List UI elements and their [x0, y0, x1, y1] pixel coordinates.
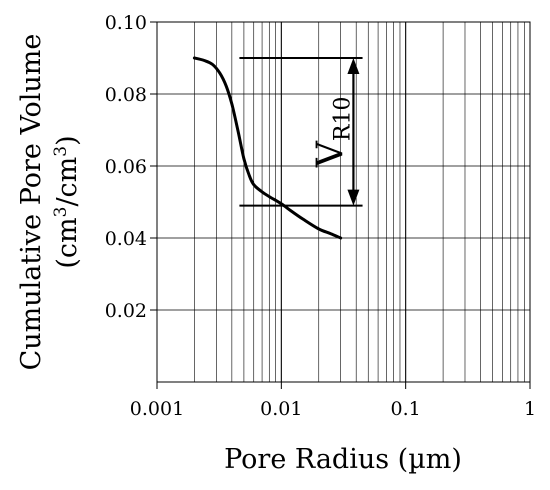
x-tick-label: 0.01: [260, 398, 302, 420]
x-axis-title: Pore Radius (µm): [224, 444, 462, 475]
y-tick-label: 0.08: [105, 84, 147, 106]
y-axis-title: Cumulative Pore Volume (cm3/cm3): [16, 34, 83, 371]
y-axis-title-line2: (cm3/cm3): [51, 135, 83, 268]
vr10-arrow-up-head: [347, 58, 360, 74]
x-tick-labels: 0.001 0.01 0.1 1: [130, 382, 536, 420]
vr10-label-text: VR10: [310, 97, 355, 169]
data-series-line: [192, 56, 343, 240]
vr10-arrow-down-head: [347, 189, 360, 206]
vr10-label: VR10: [310, 97, 355, 169]
y-tick-label: 0.02: [105, 300, 147, 322]
grid: [157, 22, 530, 382]
y-tick-labels: 0.02 0.04 0.06 0.08 0.10: [105, 12, 157, 322]
y-tick-label: 0.10: [105, 12, 147, 34]
vr10-annotation: VR10: [239, 57, 363, 207]
x-tick-label: 0.1: [391, 398, 421, 420]
plot-frame: [156, 21, 531, 383]
y-tick-label: 0.04: [105, 228, 147, 250]
y-axis-title-line1: Cumulative Pore Volume: [16, 34, 47, 371]
y-tick-label: 0.06: [105, 156, 147, 178]
x-tick-label: 1: [524, 398, 536, 420]
x-tick-label: 0.001: [130, 398, 184, 420]
